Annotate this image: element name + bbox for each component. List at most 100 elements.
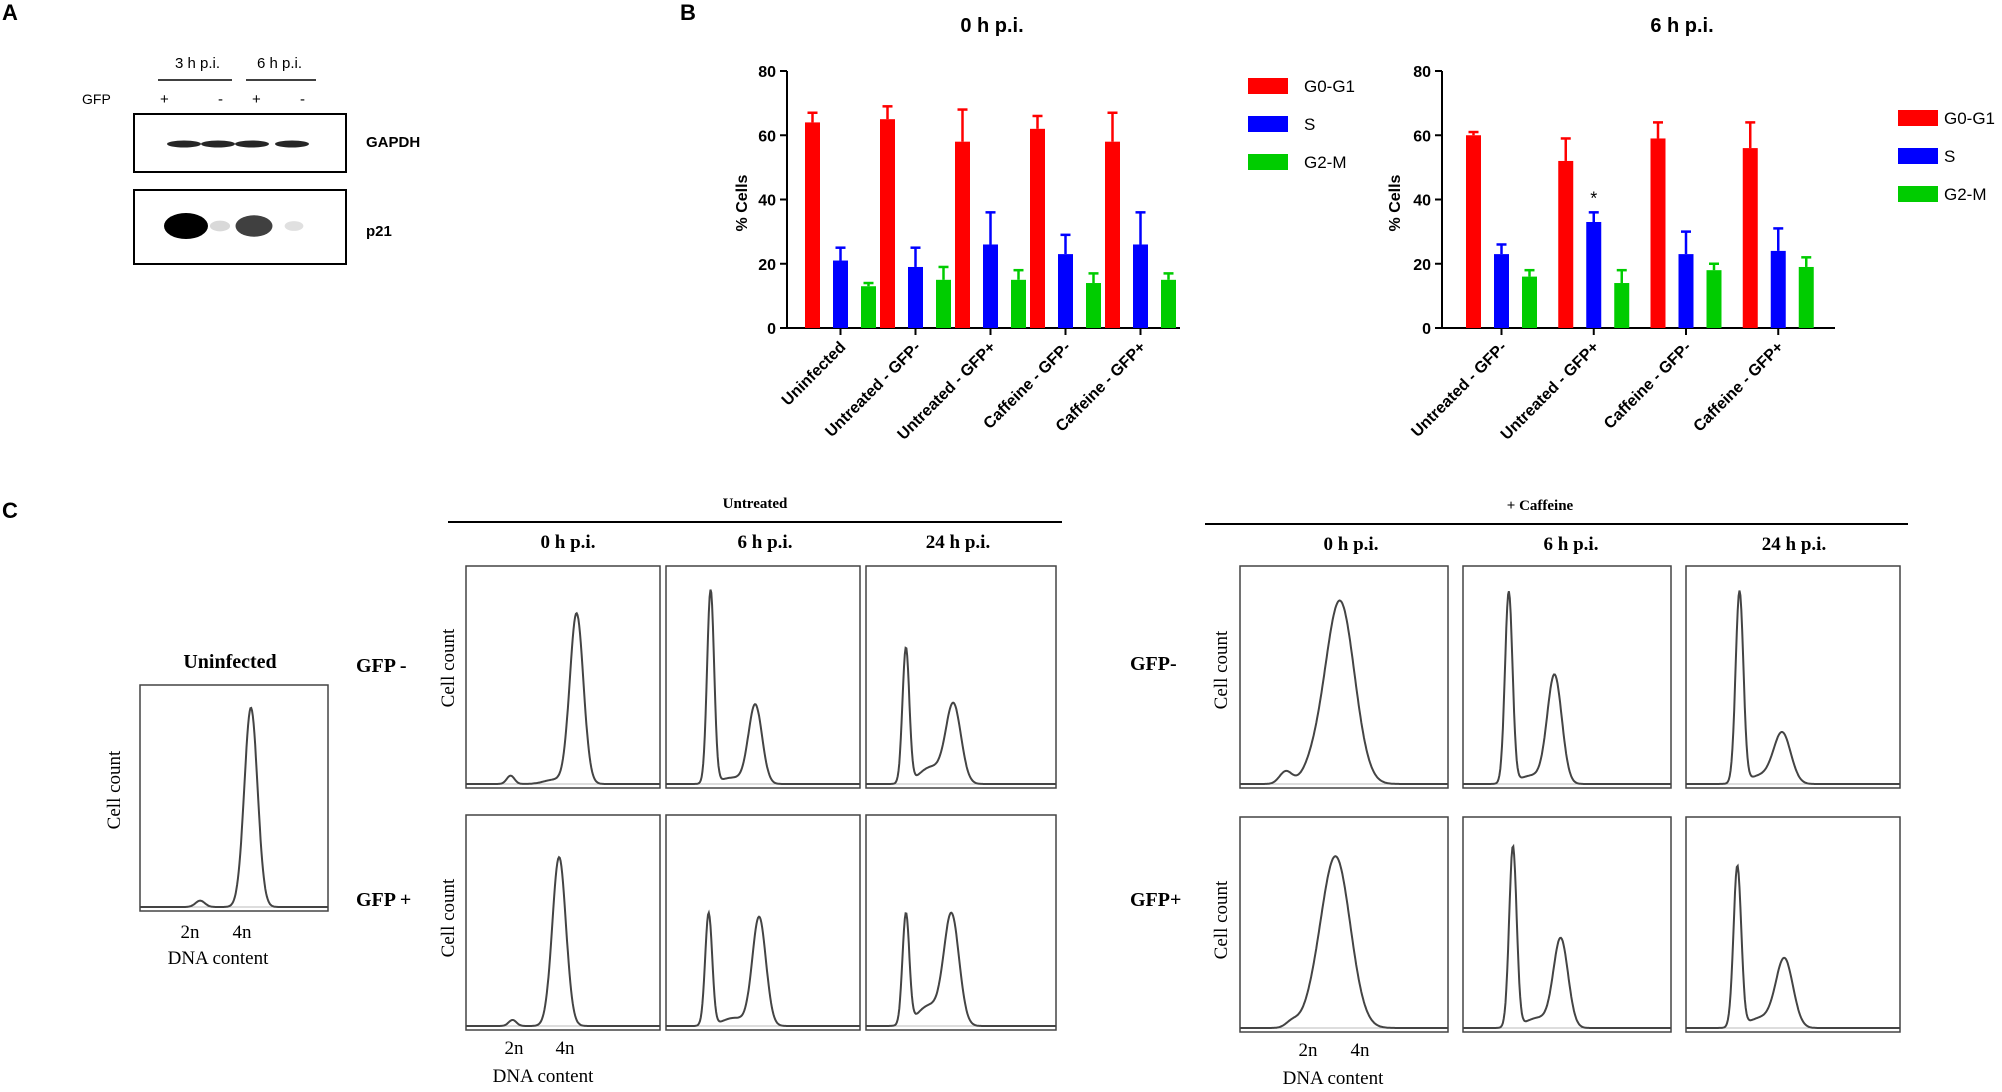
histogram-caffeine-gfp-minus-0h [1239,565,1449,789]
gapdh-band-lane-1 [167,140,201,148]
legend-6h-g0g1-swatch [1898,110,1938,126]
histogram-caffeine-gfp-plus-6h-frame [1462,816,1672,1033]
histogram-untreated-gfp-minus-24h-trace [866,646,1056,785]
untreated-time-24h: 24 h p.i. [926,532,990,553]
y-tick-label: 0 [767,321,776,338]
p21-bands [164,213,304,239]
untreated-xlabel: DNA content [493,1066,595,1087]
caffeine-xlabel: DNA content [1283,1068,1385,1089]
histogram-uninfected [139,684,329,912]
bar-g0-g1-1 [805,122,820,329]
bar-g0-g1-2 [1558,160,1574,328]
blot-group-3h-label: 3 h p.i. [175,55,220,72]
row-label-gfp-plus-caffeine: GFP+ [1130,889,1181,911]
blot-gfp-sign-lane-4: - [300,91,305,108]
x-category-label: Untreated - GFP+ [1498,339,1603,444]
y-tick-label: 40 [758,193,776,210]
blot-gfp-label: GFP [82,91,111,107]
p21-band-lane-3 [235,215,273,237]
histogram-untreated-gfp-plus-6h-frame [665,814,861,1031]
y-tick-label: 0 [1422,321,1431,338]
significance-marker: * [1590,188,1597,208]
legend-0h: G0-G1 S G2-M [1248,77,1355,172]
histogram-caffeine-gfp-minus-24h [1685,565,1901,789]
uninfected-xlabel: DNA content [168,948,270,969]
caffeine-time-6h: 6 h p.i. [1544,534,1599,555]
histogram-untreated-gfp-plus-24h-trace [866,911,1056,1027]
bar-g2-m-2 [1614,283,1630,328]
gapdh-band-lane-2 [201,140,235,148]
chart-6h-ylabel: % Cells [1387,174,1404,231]
bar-s-1 [833,260,848,328]
histogram-untreated-gfp-plus-6h-trace [666,909,860,1027]
histogram-caffeine-gfp-minus-24h-trace [1686,590,1900,785]
legend-0h-g0g1-swatch [1248,78,1288,94]
x-category-label: Caffeine - GFP+ [1691,339,1788,436]
untreated-time-6h: 6 h p.i. [738,532,793,553]
histogram-caffeine-gfp-minus-0h-trace [1240,599,1448,785]
chart-6h-title: 6 h p.i. [1650,15,1713,37]
flow-panel: Untreated + Caffeine 0 h p.i. 6 h p.i. 2… [104,496,1908,1089]
bar-s-3 [1678,254,1694,328]
bar-g2-m-3 [1011,279,1026,328]
blot-gfp-sign-lane-2: - [218,91,223,108]
bar-g2-m-4 [1086,283,1101,328]
histogram-caffeine-gfp-minus-24h-frame [1685,565,1901,789]
bar-s-4 [1770,250,1786,328]
legend-6h: G0-G1 S G2-M [1898,109,1995,204]
caffeine-tick-4n: 4n [1351,1040,1371,1061]
legend-6h-g2m-swatch [1898,186,1938,202]
histogram-untreated-gfp-minus-24h-frame [865,565,1057,789]
bar-s-3 [983,244,998,328]
bar-s-5 [1133,244,1148,328]
untreated-time-0h: 0 h p.i. [541,532,596,553]
untreated-gfp-minus-ylabel: Cell count [438,628,459,707]
chart-0h-title: 0 h p.i. [960,15,1023,37]
histogram-untreated-gfp-minus-0h-trace [466,611,660,785]
legend-6h-s-swatch [1898,148,1938,164]
blot-gapdh-label: GAPDH [366,134,420,151]
legend-6h-s-label: S [1944,147,1955,166]
legend-0h-g2m-label: G2-M [1304,153,1347,172]
uninfected-tick-4n: 4n [233,922,253,943]
y-tick-label: 20 [758,257,776,274]
row-label-gfp-minus-caffeine: GFP- [1130,653,1177,675]
panel-label-a: A [2,0,18,25]
caffeine-gfp-plus-ylabel: Cell count [1211,880,1232,959]
histogram-untreated-gfp-plus-6h [665,814,861,1031]
histogram-untreated-gfp-plus-24h-frame [865,814,1057,1031]
histogram-untreated-gfp-minus-6h-trace [666,589,860,785]
y-tick-label: 60 [758,128,776,145]
chart-0h-ylabel: % Cells [734,174,751,231]
p21-band-lane-1 [164,213,208,239]
histogram-untreated-gfp-minus-24h [865,565,1057,789]
histogram-untreated-gfp-plus-24h [865,814,1057,1031]
legend-0h-g2m-swatch [1248,154,1288,170]
western-blot-panel: 3 h p.i. 6 h p.i. GFP + - + - GAPDH p21 [82,55,420,265]
caffeine-time-24h: 24 h p.i. [1762,534,1826,555]
histogram-untreated-gfp-plus-0h [465,814,661,1031]
bar-chart-0h: 0 h p.i. % Cells 020406080UninfectedUntr… [734,15,1180,444]
histogram-caffeine-gfp-plus-0h-frame [1239,816,1449,1033]
bar-g0-g1-2 [880,119,895,328]
histogram-caffeine-gfp-plus-6h [1462,816,1672,1033]
histogram-caffeine-gfp-minus-6h-frame [1462,565,1672,789]
gapdh-band-lane-3 [235,140,269,148]
histogram-caffeine-gfp-plus-24h-trace [1686,863,1900,1029]
bar-g0-g1-4 [1742,148,1758,328]
uninfected-title: Uninfected [183,651,276,673]
histogram-caffeine-gfp-plus-24h-frame [1685,816,1901,1033]
blot-gfp-sign-lane-1: + [160,91,169,108]
bar-g0-g1-5 [1105,141,1120,328]
untreated-header: Untreated [723,496,788,512]
p21-band-lane-4 [284,221,304,231]
y-tick-label: 20 [1413,257,1431,274]
histogram-caffeine-gfp-plus-6h-trace [1463,843,1671,1029]
bar-g0-g1-3 [955,141,970,328]
histogram-caffeine-gfp-minus-6h [1462,565,1672,789]
gapdh-band-lane-4 [275,140,309,148]
uninfected-ylabel: Cell count [104,750,125,829]
y-tick-label: 80 [758,64,776,81]
bar-chart-6h: 6 h p.i. % Cells 0 20 40 60 80 Untreated - GF… [1387,15,1835,444]
